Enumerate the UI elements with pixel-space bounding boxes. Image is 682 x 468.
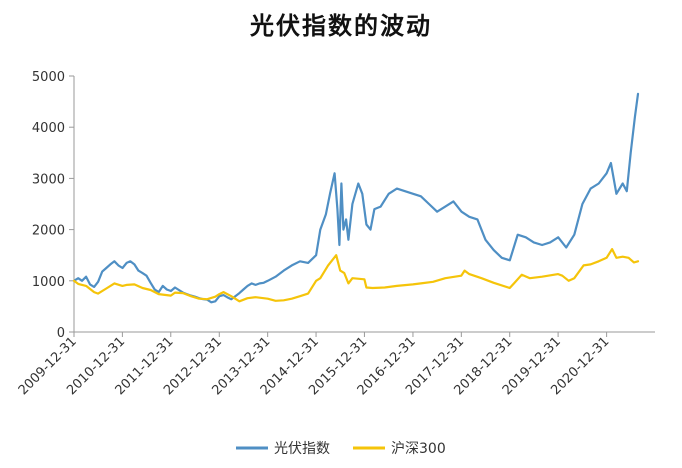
y-tick-label: 0 [57,326,65,341]
legend-label-pv-index: 光伏指数 [274,441,330,457]
y-tick-label: 5000 [32,70,65,85]
legend-label-csi300: 沪深300 [391,441,446,457]
series-line-csi300 [72,248,640,303]
y-tick-label: 4000 [32,121,65,136]
y-tick-label: 3000 [32,172,65,187]
series-line-pv-index [72,92,640,304]
y-tick-label: 2000 [32,224,65,239]
chart-title: 光伏指数的波动 [250,12,432,40]
y-tick-label: 1000 [32,275,65,290]
